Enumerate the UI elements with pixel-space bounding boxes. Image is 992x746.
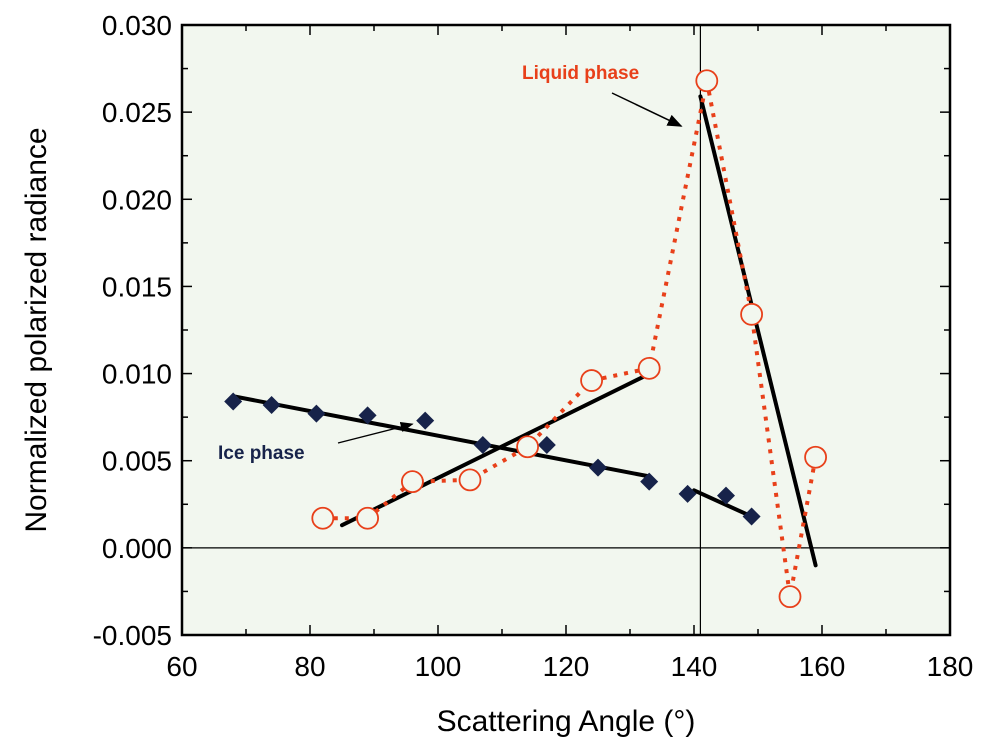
liquid-phase-label: Liquid phase: [522, 63, 639, 84]
y-tick-label: 0.005: [102, 446, 172, 477]
liquid-phase-point: [637, 356, 661, 380]
ice-phase-point: [358, 406, 377, 425]
liquid-phase-point: [580, 369, 603, 392]
y-tick-label: 0.010: [102, 359, 172, 390]
ice-phase-point: [678, 484, 697, 503]
ice-phase-point: [717, 486, 735, 505]
liquid-phase-arrow: [611, 92, 683, 127]
ice-phase-point: [262, 395, 281, 414]
ice-phase-point: [307, 404, 326, 423]
ice-phase-point: [537, 436, 556, 455]
ice-phase-point: [473, 436, 492, 455]
liquid-phase-point: [356, 506, 380, 530]
plot-area: [182, 25, 950, 635]
liquid-phase-point: [311, 506, 335, 530]
liquid-phase-point: [778, 585, 802, 609]
plot-frame: [180, 23, 952, 637]
x-axis-title: Scattering Angle (°): [437, 705, 696, 738]
y-tick-label: 0.015: [102, 271, 172, 302]
x-tick-label: 160: [799, 651, 846, 682]
x-tick-label: 180: [927, 651, 974, 682]
x-tick-label: 80: [294, 651, 325, 682]
x-tick-label: 60: [166, 651, 197, 682]
y-tick-label: 0.025: [102, 97, 172, 128]
ice-phase-point: [224, 392, 243, 411]
liquid-phase-dotted-line: [322, 80, 818, 598]
y-tick-label: 0.000: [102, 533, 172, 564]
fit-line: [340, 375, 645, 528]
ice-phase-point: [416, 411, 435, 430]
liquid-phase-point: [400, 470, 424, 494]
ice-phase-point: [640, 472, 659, 491]
x-tick-label: 120: [543, 651, 590, 682]
fit-line: [692, 488, 754, 519]
liquid-phase-point: [740, 302, 763, 326]
ice-phase-point: [589, 458, 607, 477]
liquid-phase-point: [458, 468, 482, 492]
liquid-phase-point: [695, 69, 719, 93]
ice-phase-arrow: [337, 421, 414, 444]
x-tick-label: 140: [671, 651, 718, 682]
y-tick-label: -0.005: [93, 620, 172, 651]
y-tick-label: 0.020: [102, 184, 172, 215]
fit-line: [231, 394, 652, 479]
liquid-phase-point: [804, 445, 827, 469]
y-tick-label: 0.030: [102, 10, 172, 41]
y-axis-title: Normalized polarized radiance: [20, 127, 53, 532]
liquid-phase-point: [516, 435, 539, 459]
fit-line: [698, 94, 818, 568]
ice-phase-label: Ice phase: [218, 443, 305, 464]
x-tick-label: 100: [415, 651, 462, 682]
ice-phase-point: [742, 507, 761, 526]
